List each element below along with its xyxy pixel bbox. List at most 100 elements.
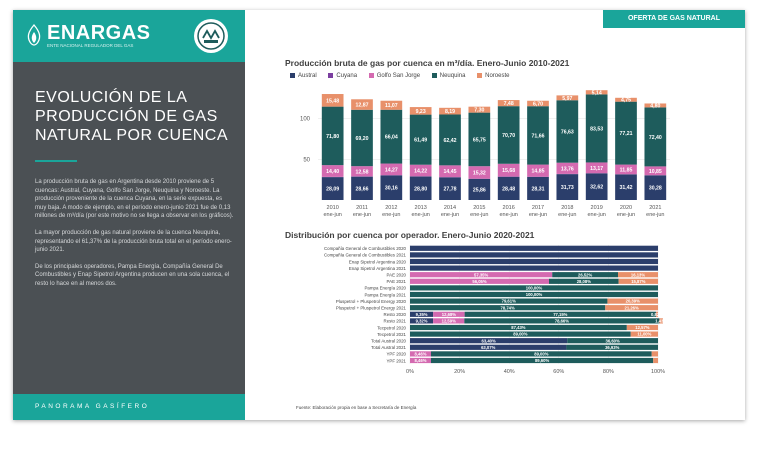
bar-value-label: 14,85 bbox=[532, 169, 545, 175]
x-tick-label: 2017 bbox=[532, 205, 544, 211]
sidebar: ENARGAS ENTE NACIONAL REGULADOR DEL GAS … bbox=[13, 10, 245, 420]
legend-swatch bbox=[431, 73, 437, 78]
bar-segment bbox=[410, 351, 431, 357]
bar-segment bbox=[410, 272, 553, 278]
category-label: Tecpetrol 2020 bbox=[377, 325, 406, 330]
category-label: Resto 2021 bbox=[384, 319, 407, 324]
bar-value-label: 14,22 bbox=[414, 168, 427, 174]
slide: ENARGAS ENTE NACIONAL REGULADOR DEL GAS … bbox=[13, 10, 745, 420]
x-tick-label: 2020 bbox=[620, 205, 632, 211]
bar-segment bbox=[409, 107, 432, 115]
x-tick-label: ene-jun bbox=[529, 212, 547, 218]
bar-segment bbox=[644, 103, 667, 108]
bar-segment bbox=[380, 100, 403, 110]
bar-value-label: 30,16 bbox=[385, 186, 398, 192]
x-tick-label: 2015 bbox=[473, 205, 485, 211]
bar-segment bbox=[410, 338, 568, 344]
bar-segment bbox=[380, 109, 403, 164]
bar-segment bbox=[556, 100, 579, 163]
bar-segment bbox=[410, 291, 658, 298]
bar-segment bbox=[527, 100, 549, 107]
bar-value-label: 57,35% bbox=[474, 272, 488, 277]
bar-segment bbox=[644, 166, 667, 176]
bar-segment bbox=[585, 173, 608, 200]
bar-value-label: 28,08% bbox=[577, 279, 591, 284]
bar-segment bbox=[567, 338, 658, 344]
category-label: PAE 2021 bbox=[387, 279, 407, 284]
bar-value-label: 15,48 bbox=[326, 98, 339, 104]
category-label: PAE 2020 bbox=[387, 273, 407, 278]
bar-value-label: 89,00% bbox=[534, 352, 548, 357]
bar-value-label: 69,20 bbox=[356, 136, 369, 142]
legend-item-golfo: Golfo San Jorge bbox=[368, 73, 420, 79]
bar-segment bbox=[615, 97, 637, 102]
bar-segment bbox=[439, 114, 461, 166]
bar-segment bbox=[585, 162, 608, 174]
x-tick-label: ene-jun bbox=[382, 212, 400, 218]
bar-value-label: 32,62 bbox=[590, 185, 603, 191]
x-tick-label: 2014 bbox=[444, 205, 456, 211]
bar-segment bbox=[409, 164, 432, 177]
bar-value-label: 31,42 bbox=[620, 185, 633, 191]
bar-value-label: 8,46% bbox=[415, 352, 427, 357]
bar-segment bbox=[410, 252, 658, 258]
bar-segment bbox=[351, 166, 373, 177]
bar-value-label: 27,78 bbox=[444, 187, 457, 193]
bar-value-label: 71,66 bbox=[532, 133, 545, 139]
chart2-title: Distribución por cuenca por operador. En… bbox=[285, 230, 535, 240]
bar-value-label: 83,53 bbox=[590, 126, 603, 132]
bar-segment bbox=[607, 298, 658, 304]
bar-value-label: 8,46% bbox=[415, 358, 427, 363]
legend-swatch bbox=[328, 73, 334, 78]
legend-label: Austral bbox=[298, 73, 317, 80]
x-tick-label: ene-jun bbox=[323, 212, 341, 218]
category-label: Resto 2020 bbox=[384, 312, 407, 317]
bar-value-label: 30,28 bbox=[649, 186, 662, 192]
bar-segment bbox=[618, 278, 658, 284]
bar-value-label: 8,19 bbox=[445, 109, 455, 115]
bar-segment bbox=[433, 311, 465, 317]
bar-value-label: 0,82% bbox=[651, 312, 663, 317]
bar-segment bbox=[351, 99, 373, 110]
bar-segment bbox=[410, 305, 606, 311]
bar-value-label: 12,68% bbox=[442, 312, 456, 317]
org-subtitle: ENTE NACIONAL REGULADOR DEL GAS bbox=[47, 43, 134, 48]
bar-value-label: 5,14 bbox=[592, 90, 602, 96]
bar-value-label: 12,87 bbox=[356, 103, 369, 109]
bar-segment bbox=[410, 298, 608, 304]
bar-segment bbox=[410, 357, 431, 364]
x-tick-label: 2013 bbox=[415, 205, 427, 211]
bar-segment bbox=[615, 101, 637, 165]
legend-item-cuyana: Cuyana bbox=[328, 73, 357, 79]
bar-value-label: 25,86 bbox=[473, 187, 486, 193]
bar-segment bbox=[409, 114, 432, 165]
x-tick-label: ene-jun bbox=[558, 212, 576, 218]
x-tick-label: 2019 bbox=[591, 205, 603, 211]
y-tick-label: 100 bbox=[300, 117, 311, 123]
bar-value-label: 87,43% bbox=[511, 325, 525, 330]
bar-segment bbox=[464, 318, 660, 324]
bar-segment bbox=[468, 112, 491, 167]
bar-value-label: 28,48 bbox=[502, 186, 515, 192]
chart2-horizontal-bars: 0% 20% 40% 60% 80% 100% Compañía General de Co… bbox=[324, 245, 667, 375]
bar-segment bbox=[556, 162, 579, 174]
bar-segment bbox=[380, 163, 403, 176]
bar-value-label: 78,74% bbox=[501, 305, 515, 310]
x-tick-label: ene-jun bbox=[441, 212, 459, 218]
bar-segment bbox=[653, 357, 658, 364]
bar-value-label: 11,00% bbox=[637, 332, 651, 337]
bar-segment bbox=[439, 177, 461, 200]
bar-value-label: 5,97 bbox=[562, 96, 572, 102]
chart1-title: Producción bruta de gas por cuenca en m³… bbox=[285, 58, 570, 68]
bar-value-label: 14,45 bbox=[444, 169, 457, 175]
bar-value-label: 4,75 bbox=[621, 98, 631, 104]
bar-segment bbox=[556, 174, 579, 200]
bar-segment bbox=[626, 324, 658, 331]
bar-segment bbox=[410, 258, 658, 265]
bar-value-label: 13,17 bbox=[590, 166, 603, 172]
bar-value-label: 12,58 bbox=[356, 169, 369, 175]
bar-value-label: 14,40 bbox=[326, 169, 339, 175]
bar-segment bbox=[615, 164, 637, 175]
enargas-flame-icon bbox=[27, 24, 41, 46]
bar-segment bbox=[630, 331, 658, 337]
